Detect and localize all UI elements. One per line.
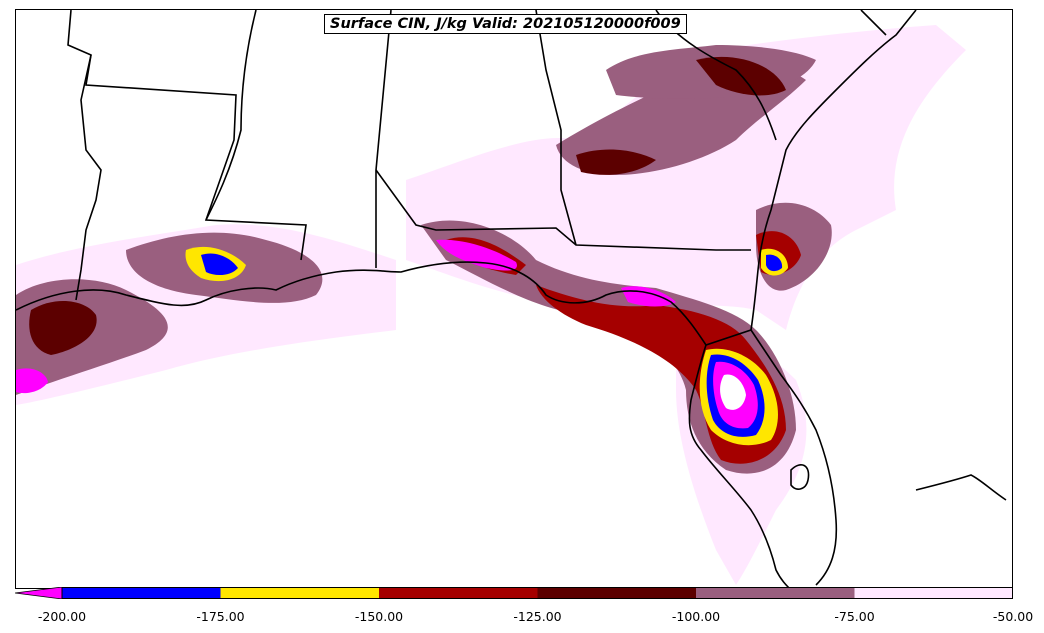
state-border [75, 54, 102, 301]
shade-region [406, 25, 966, 330]
cin-map [16, 10, 1007, 588]
colorbar-tick-label: -125.00 [513, 609, 562, 624]
shade-region [436, 239, 517, 271]
colorbar-segment [537, 587, 696, 599]
colorbar-tick-label: -75.00 [834, 609, 875, 624]
coastline [688, 344, 791, 588]
colorbar-extend-arrow [15, 587, 63, 599]
shade-region [421, 220, 796, 474]
state-border [375, 10, 392, 268]
state-border [205, 10, 257, 221]
colorbar-segment [62, 587, 221, 599]
state-border [67, 10, 307, 261]
colorbar-tick-label: -50.00 [992, 609, 1034, 624]
map-title: Surface CIN, J/kg Valid: 202105120000f00… [324, 14, 687, 34]
coastline [16, 261, 838, 586]
shade-region [16, 368, 48, 394]
colorbar-segment [379, 587, 538, 599]
cin-shading [16, 25, 966, 585]
shade-region [201, 253, 238, 276]
colorbar-segment [696, 587, 855, 599]
map-panel [15, 9, 1013, 589]
colorbar-outline [61, 587, 1013, 599]
coastline [750, 10, 917, 331]
shade-region [720, 374, 746, 410]
lake [790, 464, 810, 490]
state-border [535, 10, 577, 246]
colorbar-tick-label: -175.00 [196, 609, 245, 624]
shade-region [766, 254, 783, 272]
state-border [375, 169, 751, 251]
colorbar [15, 587, 1013, 599]
coastline [915, 474, 1007, 501]
shade-region [576, 149, 656, 175]
state-border [860, 10, 887, 36]
colorbar-tick-label: -150.00 [354, 609, 404, 624]
colorbar-segment [854, 587, 1013, 599]
colorbar-tick-label: -200.00 [37, 609, 87, 624]
shade-region [29, 300, 97, 355]
colorbar-tick-label: -100.00 [671, 609, 721, 624]
colorbar-segment [220, 587, 379, 599]
